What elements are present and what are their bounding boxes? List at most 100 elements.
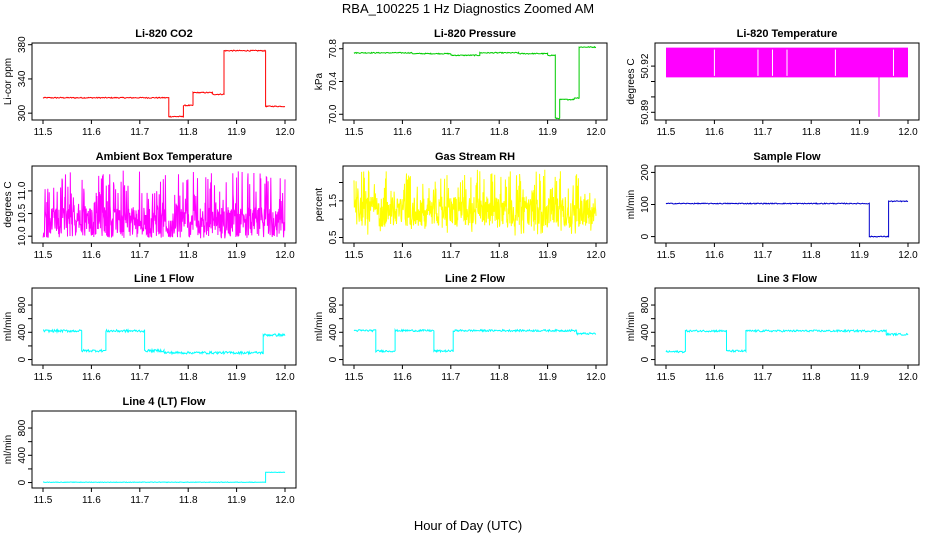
panel-title: Li-820 CO2 bbox=[135, 28, 192, 40]
x-tick-label: 11.6 bbox=[82, 127, 101, 138]
series-line bbox=[353, 169, 597, 236]
x-tick-label: 11.8 bbox=[802, 127, 821, 138]
figure-title: RBA_100225 1 Hz Diagnostics Zoomed AM bbox=[341, 1, 595, 16]
y-tick-label: 400 bbox=[640, 324, 651, 341]
y-tick-label: 10.5 bbox=[17, 203, 28, 223]
y-tick-label: 11.0 bbox=[17, 181, 28, 200]
y-axis-label: degrees C bbox=[3, 181, 14, 227]
x-tick-label: 11.8 bbox=[802, 250, 821, 261]
plot-frame bbox=[342, 287, 608, 366]
x-tick-label: 11.8 bbox=[490, 372, 509, 383]
x-tick-label: 11.5 bbox=[657, 127, 676, 138]
y-tick-label: 200 bbox=[640, 164, 651, 181]
y-tick-label: 50.92 bbox=[640, 53, 651, 78]
series-line bbox=[353, 45, 597, 120]
x-tick-label: 11.5 bbox=[345, 372, 364, 383]
x-tick-label: 11.8 bbox=[179, 372, 198, 383]
panel-6: Sample Flow 11.5 11.6 11.7 11.8 11.9 12.0 0 100 2… bbox=[626, 151, 920, 261]
x-tick-label: 11.8 bbox=[179, 250, 198, 261]
series-line bbox=[42, 49, 286, 118]
y-tick-label: 0.5 bbox=[328, 230, 339, 244]
series-line bbox=[43, 328, 286, 356]
x-tick-label: 11.7 bbox=[441, 127, 460, 138]
series-line bbox=[666, 76, 908, 117]
x-tick-label: 11.5 bbox=[657, 372, 676, 383]
x-tick-label: 12.0 bbox=[275, 250, 295, 261]
plot-frame bbox=[654, 165, 920, 244]
x-tick-label: 11.6 bbox=[82, 372, 101, 383]
x-tick-label: 11.5 bbox=[657, 250, 676, 261]
panel-2: Li-820 Pressure 11.5 11.6 11.7 11.8 11.9 12.0 7… bbox=[314, 28, 608, 138]
x-tick-label: 12.0 bbox=[275, 127, 295, 138]
panel-title: Sample Flow bbox=[753, 151, 821, 163]
x-tick-label: 11.7 bbox=[130, 495, 149, 506]
x-tick-label: 11.6 bbox=[393, 127, 412, 138]
x-tick-label: 11.7 bbox=[130, 250, 149, 261]
x-tick-label: 12.0 bbox=[898, 250, 918, 261]
x-tick-label: 12.0 bbox=[586, 250, 606, 261]
x-tick-label: 11.6 bbox=[705, 127, 724, 138]
y-axis-label: Li-cor ppm bbox=[3, 58, 14, 105]
plot-frame bbox=[31, 287, 297, 366]
x-tick-label: 11.5 bbox=[34, 372, 53, 383]
y-tick-label: 70.8 bbox=[328, 39, 339, 59]
series-group bbox=[353, 169, 597, 236]
x-tick-label: 11.9 bbox=[850, 127, 869, 138]
x-tick-label: 11.6 bbox=[82, 250, 101, 261]
series-group bbox=[665, 328, 909, 354]
x-tick-label: 12.0 bbox=[898, 372, 918, 383]
series-group bbox=[43, 471, 286, 484]
y-tick-label: 0 bbox=[640, 233, 651, 239]
panel-title: Line 2 Flow bbox=[445, 273, 505, 285]
x-tick-label: 11.5 bbox=[34, 495, 53, 506]
series-group bbox=[43, 328, 286, 356]
panel-title: Line 3 Flow bbox=[757, 273, 817, 285]
x-tick-label: 11.9 bbox=[538, 250, 557, 261]
series-line bbox=[42, 170, 286, 239]
y-tick-label: 0 bbox=[640, 356, 651, 362]
panel-title: Li-820 Pressure bbox=[434, 28, 516, 40]
panel-title: Li-820 Temperature bbox=[737, 28, 838, 40]
y-tick-label: 0 bbox=[328, 356, 339, 362]
y-tick-label: 400 bbox=[328, 324, 339, 341]
y-axis-label: ml/min bbox=[626, 312, 637, 341]
x-tick-label: 11.7 bbox=[753, 250, 772, 261]
y-tick-label: 70.0 bbox=[328, 104, 339, 124]
x-tick-label: 11.9 bbox=[538, 127, 557, 138]
y-tick-label: 70.4 bbox=[328, 71, 339, 91]
x-tick-label: 11.5 bbox=[34, 127, 53, 138]
x-tick-label: 11.8 bbox=[490, 250, 509, 261]
y-tick-label: 1.5 bbox=[328, 193, 339, 207]
plot-frame bbox=[31, 165, 297, 244]
plot-frame bbox=[31, 410, 297, 489]
y-tick-label: 100 bbox=[640, 196, 651, 213]
series-group bbox=[42, 49, 286, 118]
y-tick-label: 400 bbox=[17, 447, 28, 464]
series-line bbox=[665, 328, 909, 354]
x-tick-label: 11.9 bbox=[227, 127, 246, 138]
panel-1: Li-820 CO2 11.5 11.6 11.7 11.8 11.9 12.0 300 340… bbox=[3, 28, 297, 138]
y-tick-label: 50.89 bbox=[640, 99, 651, 124]
x-tick-label: 12.0 bbox=[275, 372, 295, 383]
y-axis-label: ml/min bbox=[626, 190, 637, 219]
x-tick-label: 11.5 bbox=[34, 250, 53, 261]
y-tick-label: 800 bbox=[17, 296, 28, 313]
series-line bbox=[353, 327, 597, 354]
panel-4: Ambient Box Temperature 11.5 11.6 11.7 11.8 1… bbox=[3, 151, 297, 261]
x-tick-label: 11.6 bbox=[82, 495, 101, 506]
x-tick-label: 11.9 bbox=[538, 372, 557, 383]
panel-10: Line 4 (LT) Flow 11.5 11.6 11.7 11.8 11.9 12.0… bbox=[3, 396, 297, 506]
y-tick-label: 340 bbox=[17, 70, 28, 87]
x-tick-label: 11.8 bbox=[179, 127, 198, 138]
y-tick-label: 0 bbox=[17, 356, 28, 362]
plot-frame bbox=[654, 287, 920, 366]
panel-3: Li-820 Temperature 11.5 11.6 11.7 11.8 11.9 12… bbox=[626, 28, 920, 138]
plot-frame bbox=[342, 165, 608, 244]
x-tick-label: 11.8 bbox=[802, 372, 821, 383]
x-tick-label: 11.6 bbox=[393, 372, 412, 383]
y-tick-label: 380 bbox=[17, 36, 28, 53]
x-tick-label: 11.9 bbox=[227, 372, 246, 383]
x-tick-label: 11.8 bbox=[490, 127, 509, 138]
figure-x-axis-label: Hour of Day (UTC) bbox=[413, 518, 523, 533]
